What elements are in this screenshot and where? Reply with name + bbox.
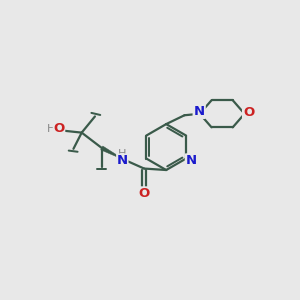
Text: O: O: [53, 122, 64, 135]
Text: N: N: [194, 105, 205, 118]
Text: N: N: [117, 154, 128, 167]
Text: O: O: [243, 106, 254, 119]
Text: O: O: [139, 188, 150, 200]
Polygon shape: [101, 146, 123, 159]
Text: H: H: [118, 149, 127, 159]
Text: H: H: [47, 124, 56, 134]
Text: N: N: [186, 154, 197, 167]
